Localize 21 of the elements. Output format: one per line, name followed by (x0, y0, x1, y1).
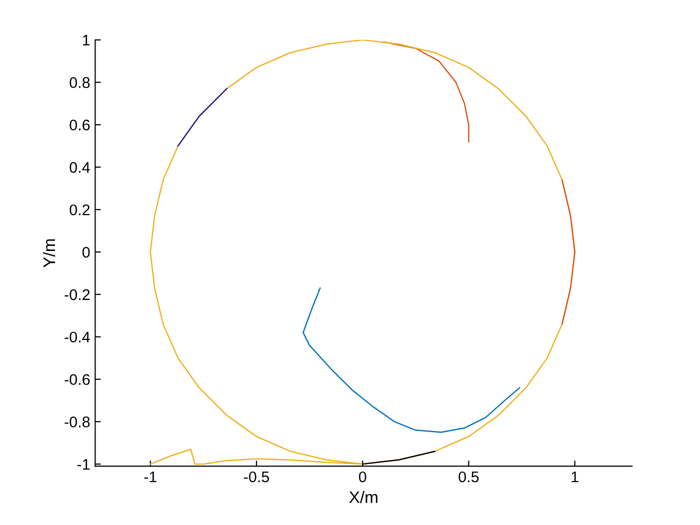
x-tick-label: -0.5 (244, 471, 270, 482)
line-series (561, 179, 576, 325)
line-series (383, 41, 470, 142)
x-tick-label: -1 (144, 472, 156, 482)
x-tick-label: 0.5 (458, 471, 479, 482)
y-axis-title: Y/m (42, 239, 56, 268)
y-tick-label: 0.8 (70, 77, 90, 88)
x-tick-label: 0 (358, 471, 366, 482)
y-tick-label: -0.8 (64, 416, 90, 428)
y-tick-label: 0.4 (70, 162, 90, 173)
x-axis-title: X/m (349, 490, 378, 504)
y-tick-label: -0.2 (64, 289, 90, 300)
y-tick-label: -1 (77, 459, 90, 470)
y-tick-label: 0.2 (70, 204, 90, 216)
y-tick-label: -0.6 (64, 374, 90, 385)
y-tick-label: 0.6 (70, 120, 90, 130)
line-series (302, 287, 520, 433)
y-tick-label: -0.4 (64, 332, 90, 343)
y-tick-label: 1 (83, 34, 90, 46)
y-tick-label: 0 (82, 246, 90, 258)
x-tick-label: 1 (572, 472, 578, 482)
